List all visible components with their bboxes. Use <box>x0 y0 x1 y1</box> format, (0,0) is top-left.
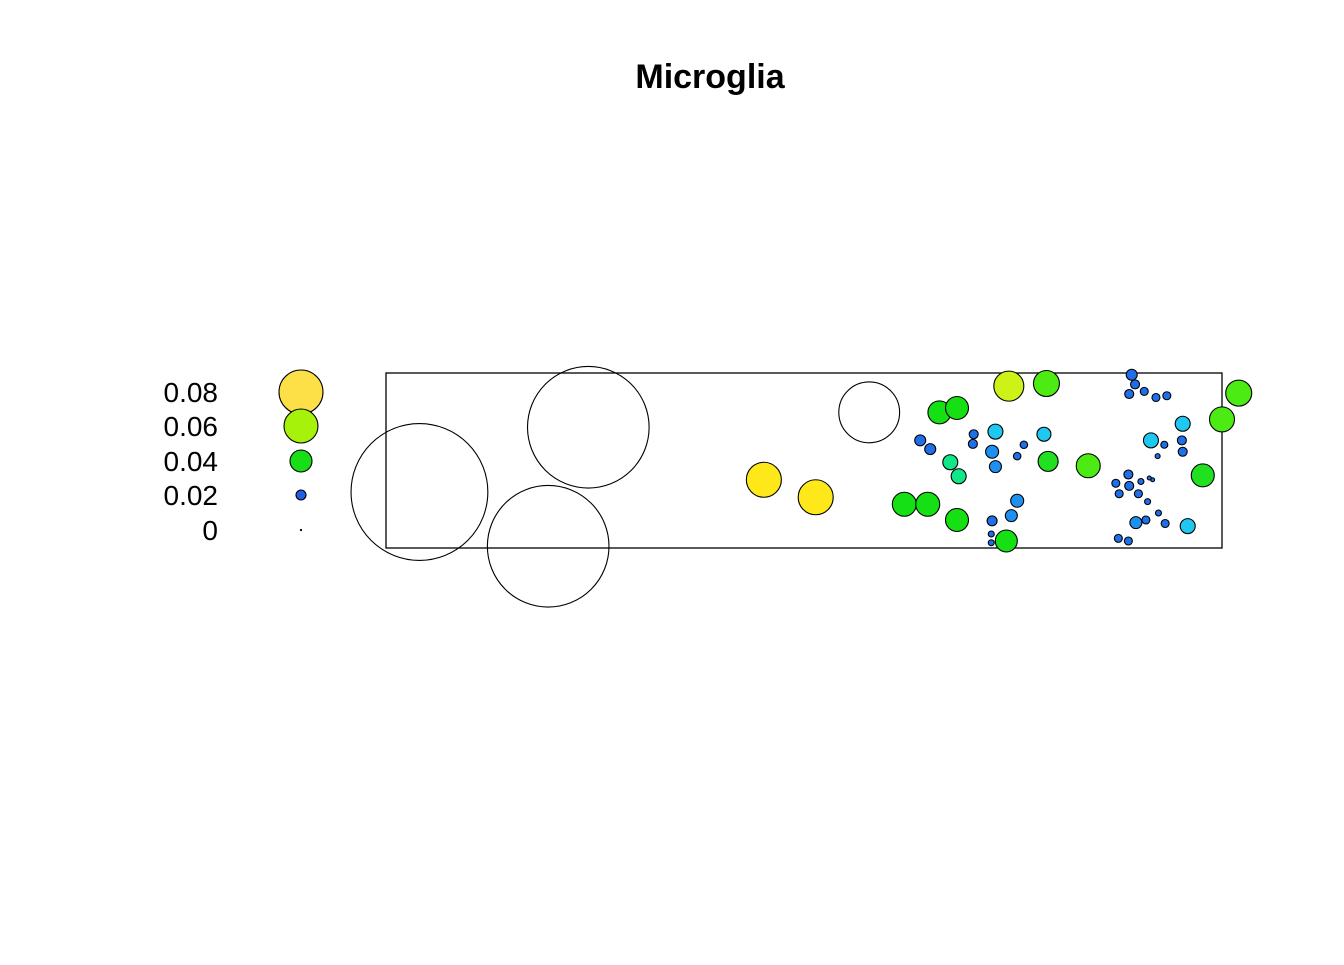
chart-title: Microglia <box>635 58 785 96</box>
data-point <box>944 507 970 533</box>
data-points <box>745 368 1253 553</box>
data-point <box>1032 369 1060 398</box>
data-point <box>1151 392 1161 403</box>
data-point <box>1130 379 1141 390</box>
data-point <box>1019 440 1029 450</box>
data-point <box>1125 368 1138 381</box>
data-point <box>1208 406 1236 433</box>
data-point <box>1075 453 1101 479</box>
outlier-circle <box>350 423 489 561</box>
data-point <box>1176 435 1187 446</box>
data-point <box>1144 498 1152 506</box>
data-point <box>987 530 995 538</box>
legend-marker <box>278 369 324 415</box>
data-point <box>1141 515 1151 525</box>
data-point <box>1179 518 1196 535</box>
data-point <box>987 539 995 547</box>
legend: 0.080.06 0.040.02 0 <box>164 369 324 546</box>
data-point <box>985 444 1000 459</box>
data-point <box>1154 509 1163 517</box>
legend-label: 0.02 <box>164 480 219 511</box>
data-point <box>1124 388 1135 400</box>
data-point <box>1133 489 1143 499</box>
data-point <box>1123 469 1134 480</box>
data-point <box>1012 451 1022 461</box>
data-point <box>1129 516 1143 530</box>
data-point <box>914 434 927 447</box>
data-point <box>1137 477 1145 486</box>
legend-marker <box>295 489 307 501</box>
data-point <box>891 491 917 517</box>
data-point <box>1004 509 1018 523</box>
legend-marker <box>289 449 313 473</box>
data-point <box>1111 478 1121 488</box>
outlier-circle <box>838 381 901 444</box>
legend-marker <box>283 408 319 444</box>
legend-label: 0.04 <box>164 446 219 477</box>
data-point <box>993 370 1025 402</box>
data-point <box>1139 386 1149 396</box>
data-point <box>988 460 1002 474</box>
legend-label: 0.08 <box>164 377 219 408</box>
data-point <box>1114 489 1124 499</box>
data-point <box>1177 446 1188 457</box>
data-point <box>1113 533 1123 543</box>
data-point <box>1142 432 1159 449</box>
data-point <box>1160 518 1170 529</box>
data-point <box>987 423 1004 440</box>
data-point <box>944 395 970 421</box>
legend-marker <box>299 528 303 532</box>
data-point <box>1225 379 1253 407</box>
data-point <box>1160 440 1169 449</box>
outlier-circles <box>350 365 901 608</box>
data-point <box>1123 536 1133 546</box>
data-point <box>1124 480 1135 491</box>
data-point <box>994 529 1018 553</box>
data-point <box>967 438 978 449</box>
data-point <box>1190 463 1215 488</box>
plot-frame <box>385 372 1223 549</box>
data-point <box>1037 450 1059 472</box>
outlier-circle <box>486 484 610 608</box>
data-point <box>950 468 967 485</box>
data-point <box>1174 415 1191 432</box>
data-point <box>1036 426 1052 442</box>
data-point <box>1010 493 1025 508</box>
data-point <box>797 479 834 516</box>
data-point <box>924 443 937 456</box>
data-point <box>942 454 959 471</box>
data-point <box>1154 453 1161 460</box>
outlier-circle <box>526 365 650 489</box>
legend-label: 0 <box>202 515 218 546</box>
data-point <box>986 515 998 527</box>
data-point <box>968 429 979 440</box>
data-point <box>745 461 782 498</box>
legend-label: 0.06 <box>164 411 219 442</box>
data-point <box>1146 475 1152 481</box>
data-point <box>1162 391 1172 401</box>
data-point <box>915 491 941 517</box>
